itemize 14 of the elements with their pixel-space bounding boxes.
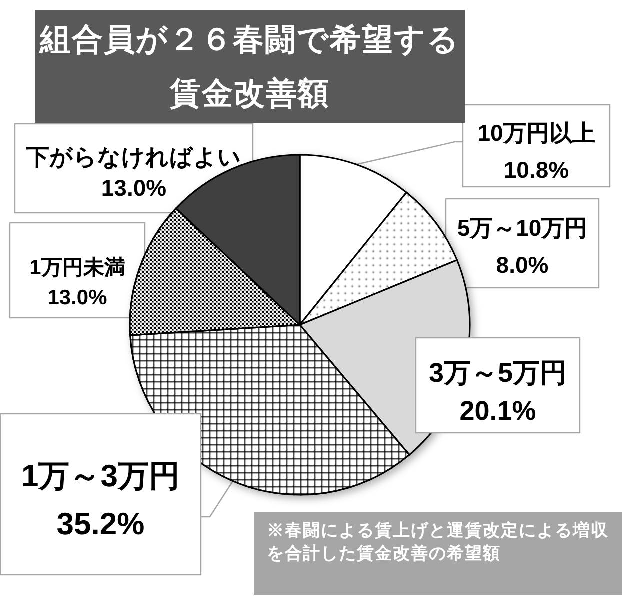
chart-title: 組合員が２６春闘で希望する賃金改善額 xyxy=(35,10,465,123)
slice-label: 10万円以上 xyxy=(478,120,596,146)
data-label: 8.0% xyxy=(496,252,549,278)
text: ※春闘による賃上げと運賃改定による増収を合計した賃金改善の希望額 xyxy=(254,512,622,595)
slice-label: 下がらなければよい xyxy=(26,144,242,170)
slice-label: 5万～10万円 xyxy=(457,215,588,241)
data-label: 13.0% xyxy=(101,175,167,201)
slice-label: 1万～3万円 xyxy=(22,458,180,494)
data-label: 35.2% xyxy=(56,506,145,542)
data-label: 20.1% xyxy=(460,396,536,426)
data-label: 13.0% xyxy=(48,286,108,310)
data-label: 10.8% xyxy=(504,157,570,183)
slice-label: 3万～5万円 xyxy=(428,358,568,388)
slice-label: 1万円未満 xyxy=(30,256,126,280)
